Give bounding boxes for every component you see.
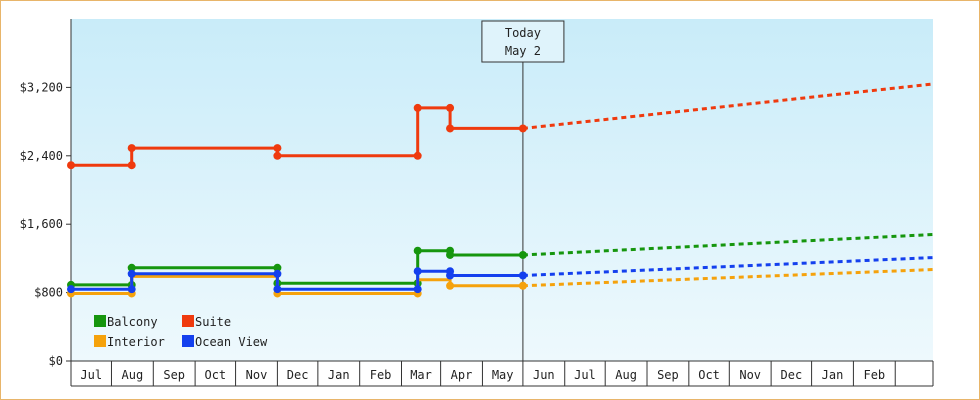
forecast-line-ocean-view <box>522 256 934 277</box>
data-point-interior <box>518 281 527 290</box>
legend-label-ocean-view: Ocean View <box>195 335 268 349</box>
data-point-ocean-view <box>67 285 75 294</box>
legend-label-balcony: Balcony <box>107 315 158 329</box>
y-tick-label: $3,200 <box>20 80 63 94</box>
data-point-balcony <box>413 246 422 255</box>
x-tick-label: Nov <box>739 368 761 382</box>
axes: $0 $800 $1,600 $2,400 $3,200 Jul Aug Sep Oct Nov D… <box>20 19 934 387</box>
data-point-interior <box>446 281 455 290</box>
plot-background <box>71 19 933 361</box>
x-tick-label: May <box>492 368 514 382</box>
forecast-line-interior <box>522 268 934 288</box>
today-date-label: May 2 <box>505 44 541 58</box>
forecast-line-suite <box>522 82 934 130</box>
series-line-suite <box>71 106 523 167</box>
x-tick-label: Feb <box>863 368 885 382</box>
data-point-suite <box>273 144 282 153</box>
data-point-suite <box>127 161 136 170</box>
x-tick-label: Apr <box>451 368 473 382</box>
x-tick-label: Mar <box>410 368 432 382</box>
x-tick-label: Dec <box>287 368 309 382</box>
data-point-suite <box>413 151 422 160</box>
x-tick-label: Jan <box>328 368 350 382</box>
legend-swatch-suite <box>182 315 194 327</box>
data-point-suite <box>518 124 527 133</box>
x-tick-label: Aug <box>122 368 144 382</box>
series-layer <box>67 82 934 298</box>
y-tick-label: $2,400 <box>20 149 63 163</box>
data-point-balcony <box>127 263 136 272</box>
data-point-ocean-view <box>446 271 455 280</box>
data-point-ocean-view <box>127 285 136 294</box>
legend-swatch-ocean-view <box>182 335 194 347</box>
x-tick-label: Jan <box>822 368 844 382</box>
y-tick-label: $1,600 <box>20 217 63 231</box>
x-tick-label: Nov <box>246 368 268 382</box>
legend: Balcony Suite Interior Ocean View <box>94 315 268 349</box>
forecast-line-balcony <box>522 232 934 257</box>
data-point-ocean-view <box>273 269 282 278</box>
x-tick-label: Jul <box>574 368 596 382</box>
data-point-ocean-view <box>518 271 527 280</box>
data-point-ocean-view <box>127 269 136 278</box>
data-point-ocean-view <box>273 285 282 294</box>
data-point-suite <box>446 103 455 112</box>
data-point-suite <box>273 151 282 160</box>
x-tick-label: Jul <box>80 368 102 382</box>
data-point-ocean-view <box>413 267 422 276</box>
data-point-balcony <box>273 263 282 272</box>
y-tick-label: $800 <box>34 286 63 300</box>
x-tick-label: Oct <box>204 368 226 382</box>
y-tick-label: $0 <box>49 354 63 368</box>
data-point-balcony <box>518 250 527 259</box>
x-tick-label: Oct <box>698 368 720 382</box>
x-tick-label: Aug <box>615 368 637 382</box>
legend-swatch-interior <box>94 335 106 347</box>
today-marker: Today May 2 <box>481 20 565 361</box>
today-box <box>481 20 565 63</box>
today-label: Today <box>505 26 541 40</box>
data-point-balcony <box>446 250 455 259</box>
x-tick-label: Sep <box>163 368 185 382</box>
x-tick-label: Dec <box>781 368 803 382</box>
legend-swatch-balcony <box>94 315 106 327</box>
data-point-ocean-view <box>413 285 422 294</box>
legend-label-suite: Suite <box>195 315 231 329</box>
data-point-suite <box>127 144 136 153</box>
x-tick-label: Sep <box>657 368 679 382</box>
x-tick-label: Feb <box>370 368 392 382</box>
x-tick-label: Jun <box>533 368 555 382</box>
legend-label-interior: Interior <box>107 335 165 349</box>
data-point-suite <box>67 161 75 170</box>
data-point-suite <box>413 103 422 112</box>
data-point-suite <box>446 124 455 133</box>
